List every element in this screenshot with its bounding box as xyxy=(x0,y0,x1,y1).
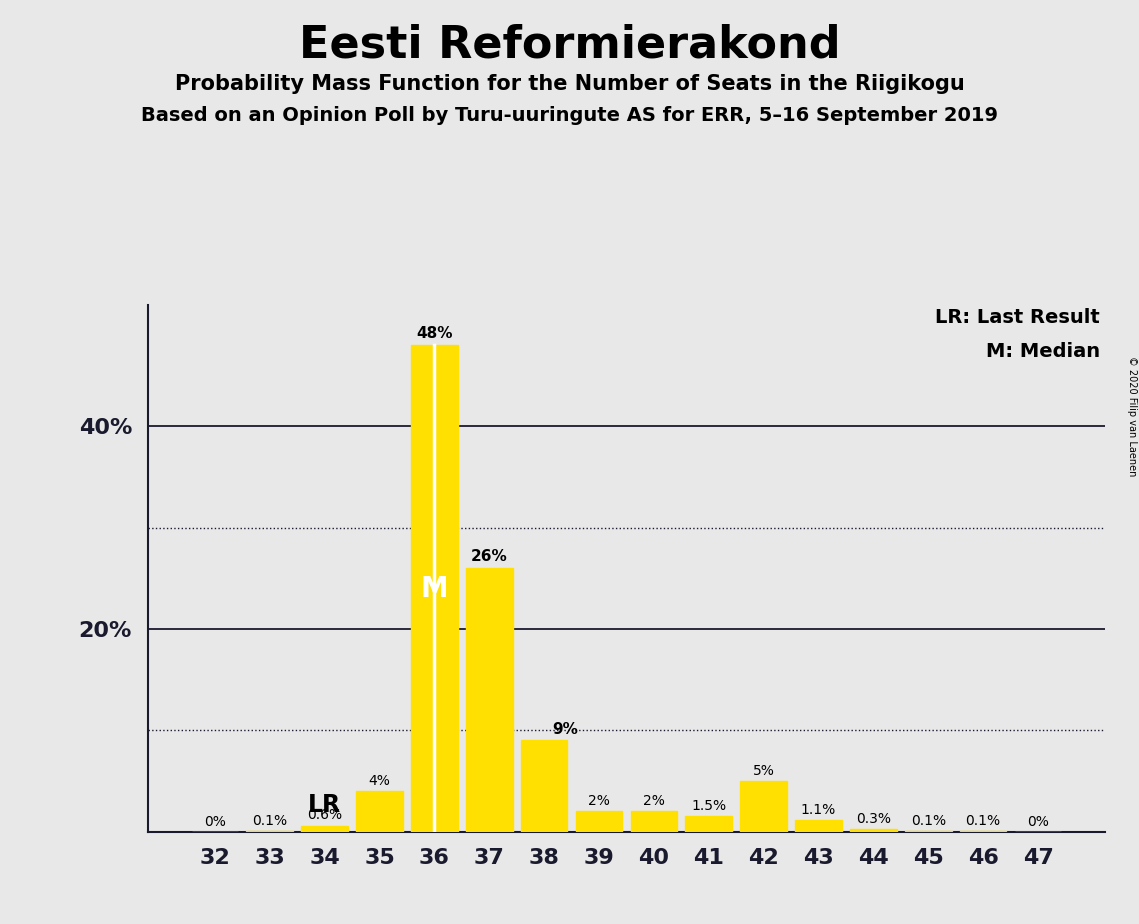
Bar xyxy=(740,781,787,832)
Bar xyxy=(575,811,622,832)
Bar xyxy=(411,346,458,832)
Text: 0.1%: 0.1% xyxy=(966,813,1001,828)
Bar xyxy=(466,568,513,832)
Text: M: M xyxy=(420,575,449,602)
Bar xyxy=(850,829,896,832)
Text: 1.1%: 1.1% xyxy=(801,804,836,818)
Text: 1.5%: 1.5% xyxy=(691,799,727,813)
Bar xyxy=(521,740,567,832)
Text: 0%: 0% xyxy=(1027,815,1049,829)
Text: LR: Last Result: LR: Last Result xyxy=(935,308,1100,326)
Bar xyxy=(960,831,1007,832)
Text: Probability Mass Function for the Number of Seats in the Riigikogu: Probability Mass Function for the Number… xyxy=(174,74,965,94)
Bar xyxy=(302,825,347,832)
Text: LR: LR xyxy=(308,794,342,818)
Text: 48%: 48% xyxy=(416,326,452,341)
Text: 9%: 9% xyxy=(552,723,579,737)
Bar xyxy=(906,831,951,832)
Text: Eesti Reformierakond: Eesti Reformierakond xyxy=(298,23,841,67)
Text: 4%: 4% xyxy=(369,774,391,788)
Text: M: Median: M: Median xyxy=(986,342,1100,360)
Text: 0.6%: 0.6% xyxy=(308,808,342,822)
Bar xyxy=(357,791,403,832)
Text: 26%: 26% xyxy=(470,549,508,565)
Text: 2%: 2% xyxy=(642,795,665,808)
Text: 2%: 2% xyxy=(588,795,611,808)
Text: 0.1%: 0.1% xyxy=(252,813,287,828)
Text: 0.1%: 0.1% xyxy=(911,813,945,828)
Bar xyxy=(246,831,293,832)
Text: © 2020 Filip van Laenen: © 2020 Filip van Laenen xyxy=(1126,356,1137,476)
Bar xyxy=(686,817,732,832)
Bar xyxy=(631,811,678,832)
Text: Based on an Opinion Poll by Turu-uuringute AS for ERR, 5–16 September 2019: Based on an Opinion Poll by Turu-uuringu… xyxy=(141,106,998,126)
Text: 5%: 5% xyxy=(753,764,775,778)
Text: 0%: 0% xyxy=(204,815,226,829)
Bar xyxy=(795,821,842,832)
Text: 0.3%: 0.3% xyxy=(855,811,891,825)
